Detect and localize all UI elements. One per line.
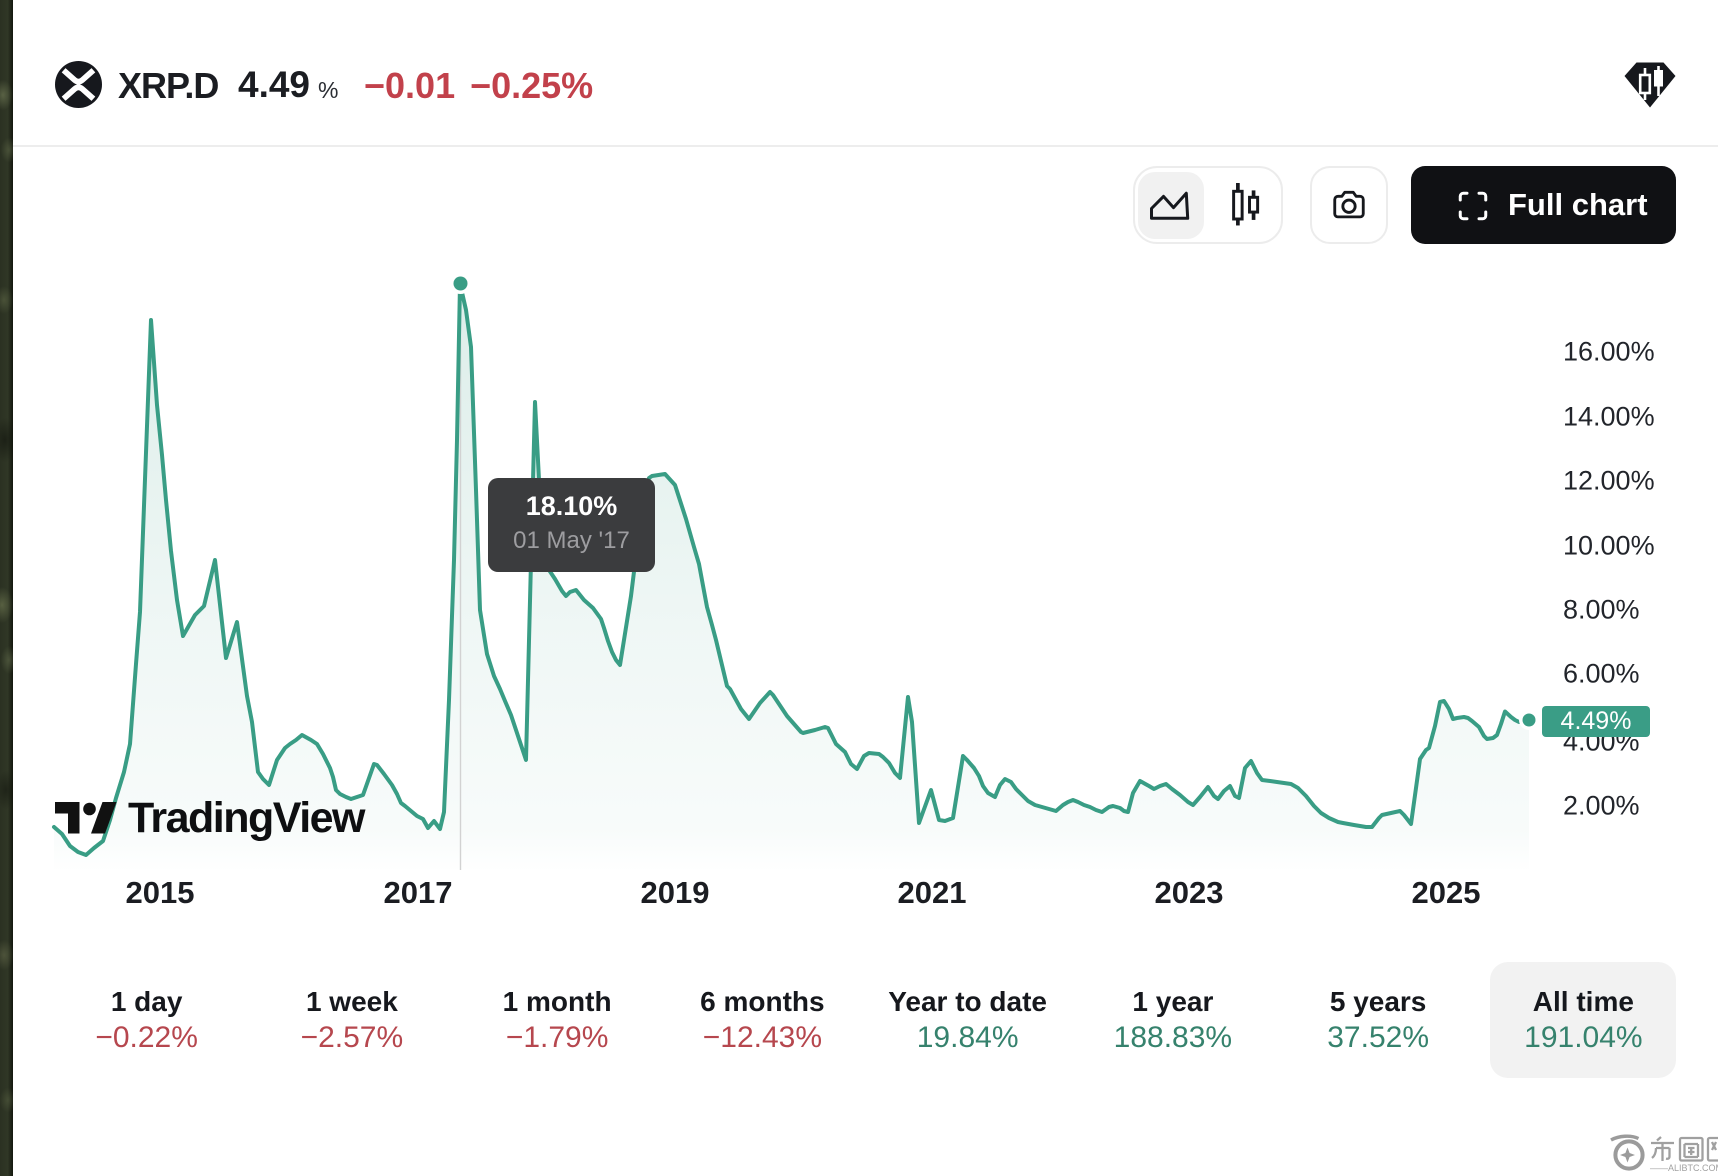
svg-text:——ALIBTC.COM——: ——ALIBTC.COM—— — [1650, 1163, 1718, 1173]
